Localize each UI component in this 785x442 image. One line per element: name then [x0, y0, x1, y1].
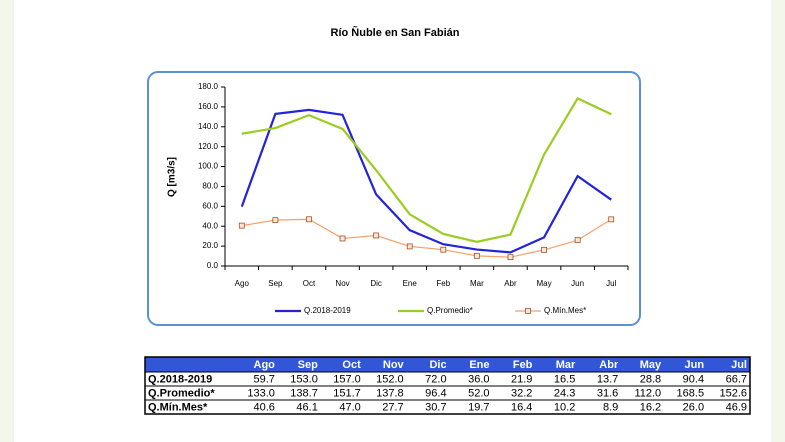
table-cell: 52.0	[468, 387, 489, 399]
series-line	[241, 97, 612, 243]
table-header-cell: Jun	[685, 359, 705, 371]
table-cell: 19.7	[468, 401, 489, 413]
x-tick-label: Ene	[403, 279, 418, 288]
legend-marker	[525, 308, 531, 314]
point-marker	[238, 222, 245, 229]
point-marker	[339, 235, 346, 242]
y-axis-label: Q [m3/s]	[167, 157, 178, 197]
point-marker	[406, 243, 413, 250]
table-cell: 16.2	[640, 401, 661, 413]
table-cell: 66.7	[726, 373, 747, 385]
table-cell: 112.0	[634, 387, 661, 399]
chart-title: Río Ñuble en San Fabián	[331, 26, 460, 39]
table-cell: 152.6	[719, 387, 747, 399]
table-cell: 31.6	[597, 387, 618, 399]
point-marker	[306, 216, 312, 223]
table-cell: 47.0	[339, 401, 360, 413]
point-marker	[507, 254, 514, 261]
table-row-label: Q.2018-2019	[148, 373, 212, 385]
point-marker	[373, 232, 380, 239]
point-marker	[608, 216, 615, 223]
x-tick-label: Sep	[268, 279, 283, 288]
y-tick-label: 0.0	[207, 261, 219, 270]
table-cell: 28.8	[640, 373, 661, 385]
series-line	[240, 108, 612, 254]
table-header-cell: Feb	[513, 359, 533, 371]
table-cell: 157.0	[333, 373, 361, 385]
table-cell: 138.7	[290, 387, 318, 399]
table-header-cell: May	[640, 359, 662, 371]
table-cell: 72.0	[425, 373, 446, 385]
table-row-label: Q.Mín.Mes*	[148, 401, 208, 413]
point-marker	[473, 252, 480, 259]
table-cell: 16.4	[511, 401, 532, 413]
table-header-cell: Ago	[254, 359, 276, 371]
legend-label: Q.Mín.Mes*	[544, 306, 586, 315]
table-cell: 13.7	[597, 373, 618, 385]
table-header-cell: Oct	[342, 359, 361, 371]
point-marker	[574, 237, 581, 244]
x-tick-label: Jun	[571, 279, 584, 288]
table-header-cell: Jul	[731, 359, 747, 371]
table-header-cell: Mar	[556, 359, 576, 371]
y-tick-label: 140.0	[198, 122, 219, 131]
y-tick-label: 100.0	[198, 162, 219, 171]
table-cell: 152.0	[376, 373, 404, 385]
table-cell: 21.9	[511, 373, 532, 385]
x-tick-label: Oct	[303, 279, 316, 288]
table-cell: 26.0	[683, 401, 704, 413]
table-cell: 168.5	[677, 387, 705, 399]
table-header-cell: Ene	[469, 359, 489, 371]
table-row-label: Q.Promedio*	[148, 387, 215, 399]
table-cell: 27.7	[382, 401, 403, 413]
table-header-bg	[145, 357, 750, 372]
table-cell: 59.7	[253, 373, 274, 385]
table-cell: 137.8	[376, 387, 404, 399]
x-tick-label: May	[536, 279, 551, 288]
table-cell: 36.0	[468, 373, 489, 385]
x-tick-label: Dic	[370, 279, 382, 288]
table-cell: 16.5	[554, 373, 575, 385]
legend-label: Q.Promedio*	[427, 306, 473, 315]
point-marker	[541, 246, 547, 253]
x-tick-label: Abr	[504, 279, 517, 288]
table-cell: 32.2	[511, 387, 532, 399]
table-cell: 24.3	[554, 387, 575, 399]
chart-frame	[147, 71, 641, 326]
table-header-cell: Dic	[429, 359, 446, 371]
table-cell: 10.2	[554, 401, 575, 413]
legend-label: Q.2018-2019	[304, 306, 351, 315]
table-header-cell: Abr	[599, 359, 619, 371]
table-cell: 153.0	[290, 373, 318, 385]
table-cell: 151.7	[333, 387, 361, 399]
x-tick-label: Feb	[436, 279, 450, 288]
table-cell: 40.6	[253, 401, 274, 413]
table-cell: 133.0	[247, 387, 275, 399]
table-cell: 46.1	[296, 401, 317, 413]
y-tick-label: 60.0	[202, 201, 218, 210]
y-tick-label: 20.0	[202, 241, 218, 250]
table-cell: 30.7	[425, 401, 446, 413]
y-tick-label: 180.0	[198, 82, 219, 91]
table-cell: 96.4	[425, 387, 446, 399]
series-line	[241, 218, 612, 258]
y-tick-label: 40.0	[202, 221, 218, 230]
point-marker	[272, 217, 279, 224]
x-tick-label: Jul	[606, 279, 616, 288]
x-tick-label: Mar	[470, 279, 484, 288]
x-tick-label: Ago	[235, 279, 250, 288]
table-cell: 8.9	[603, 401, 618, 413]
table-cell: 90.4	[683, 373, 704, 385]
x-tick-label: Nov	[335, 279, 349, 288]
y-tick-label: 80.0	[202, 182, 218, 191]
point-marker	[440, 246, 447, 253]
table-cell: 46.9	[726, 401, 747, 413]
y-tick-label: 120.0	[198, 142, 219, 151]
table-header-cell: Sep	[298, 359, 318, 371]
table-border	[144, 356, 751, 415]
y-tick-label: 160.0	[198, 102, 219, 111]
table-header-cell: Nov	[383, 359, 405, 371]
